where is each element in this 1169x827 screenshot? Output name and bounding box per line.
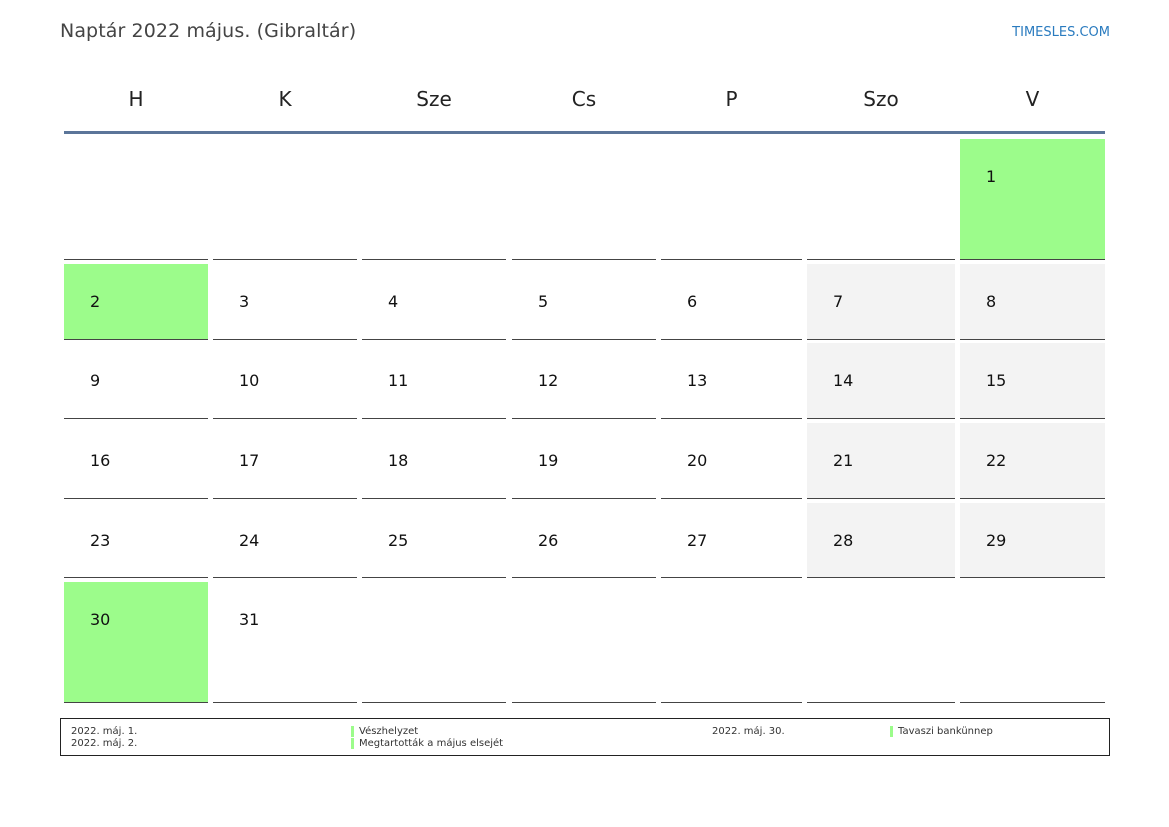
header-divider: [64, 131, 1105, 134]
day-cell[interactable]: 4: [362, 264, 506, 340]
weekday-label: P: [725, 87, 738, 111]
day-number: 14: [833, 371, 854, 390]
day-cell[interactable]: 18: [362, 423, 506, 499]
empty-day-cell: [512, 139, 656, 260]
day-number: 4: [388, 292, 399, 311]
empty-day-cell: [807, 139, 955, 260]
day-number: 26: [538, 531, 559, 550]
day-cell[interactable]: 6: [661, 264, 802, 340]
day-cell[interactable]: 11: [362, 343, 506, 419]
legend-date: 2022. máj. 30.: [712, 726, 785, 737]
weekday-label: Sze: [416, 87, 452, 111]
weekday-label: V: [1025, 87, 1040, 111]
day-number: 8: [986, 292, 997, 311]
day-cell[interactable]: 8: [960, 264, 1105, 340]
weekday-label: Szo: [863, 87, 899, 111]
day-number: 11: [388, 371, 409, 390]
day-number: 15: [986, 371, 1007, 390]
day-number: 13: [687, 371, 708, 390]
empty-day-cell: [362, 582, 506, 703]
day-cell[interactable]: 19: [512, 423, 656, 499]
day-number: 24: [239, 531, 260, 550]
day-cell[interactable]: 12: [512, 343, 656, 419]
day-number: 7: [833, 292, 844, 311]
day-cell[interactable]: 10: [213, 343, 357, 419]
legend-holiday-name: Vészhelyzet: [359, 726, 419, 737]
day-cell[interactable]: 26: [512, 503, 656, 578]
day-cell[interactable]: 29: [960, 503, 1105, 578]
day-cell[interactable]: 24: [213, 503, 357, 578]
day-number: 2: [90, 292, 101, 311]
day-number: 29: [986, 531, 1007, 550]
day-cell[interactable]: 9: [64, 343, 208, 419]
day-number: 6: [687, 292, 698, 311]
day-number: 9: [90, 371, 101, 390]
day-number: 23: [90, 531, 111, 550]
day-cell[interactable]: 16: [64, 423, 208, 499]
legend-holiday-name: Tavaszi bankünnep: [898, 726, 993, 737]
day-cell[interactable]: 21: [807, 423, 955, 499]
day-cell[interactable]: 20: [661, 423, 802, 499]
day-cell[interactable]: 2: [64, 264, 208, 340]
brand-link[interactable]: TIMESLES.COM: [1012, 25, 1110, 40]
day-cell[interactable]: 14: [807, 343, 955, 419]
empty-day-cell: [213, 139, 357, 260]
legend-color-swatch: [351, 738, 354, 749]
empty-day-cell: [960, 582, 1105, 703]
empty-day-cell: [661, 582, 802, 703]
holiday-legend: 2022. máj. 1. 2022. máj. 2. Vészhelyzet …: [60, 718, 1110, 756]
day-number: 25: [388, 531, 409, 550]
day-cell[interactable]: 28: [807, 503, 955, 578]
day-number: 19: [538, 451, 559, 470]
day-cell[interactable]: 17: [213, 423, 357, 499]
day-number: 28: [833, 531, 854, 550]
legend-date: 2022. máj. 2.: [71, 738, 138, 749]
day-number: 16: [90, 451, 111, 470]
day-number: 21: [833, 451, 854, 470]
day-cell[interactable]: 1: [960, 139, 1105, 260]
empty-day-cell: [64, 139, 208, 260]
legend-date: 2022. máj. 1.: [71, 726, 138, 737]
day-number: 1: [986, 167, 997, 186]
day-number: 31: [239, 610, 260, 629]
day-cell[interactable]: 31: [213, 582, 357, 703]
day-cell[interactable]: 5: [512, 264, 656, 340]
day-number: 5: [538, 292, 549, 311]
day-cell[interactable]: 15: [960, 343, 1105, 419]
weekday-label: H: [128, 87, 144, 111]
day-cell[interactable]: 27: [661, 503, 802, 578]
day-cell[interactable]: 23: [64, 503, 208, 578]
legend-color-swatch: [351, 726, 354, 737]
empty-day-cell: [362, 139, 506, 260]
day-cell[interactable]: 13: [661, 343, 802, 419]
day-cell[interactable]: 25: [362, 503, 506, 578]
day-cell[interactable]: 30: [64, 582, 208, 703]
day-number: 12: [538, 371, 559, 390]
day-number: 30: [90, 610, 111, 629]
day-number: 22: [986, 451, 1007, 470]
empty-day-cell: [807, 582, 955, 703]
page-title: Naptár 2022 május. (Gibraltár): [60, 20, 357, 42]
legend-color-swatch: [890, 726, 893, 737]
weekday-label: K: [278, 87, 292, 111]
weekday-header: H K Sze Cs P Szo V: [64, 82, 1105, 132]
day-number: 18: [388, 451, 409, 470]
day-number: 17: [239, 451, 260, 470]
day-cell[interactable]: 7: [807, 264, 955, 340]
day-number: 27: [687, 531, 708, 550]
day-number: 10: [239, 371, 260, 390]
empty-day-cell: [512, 582, 656, 703]
legend-holiday-name: Megtartották a május elsejét: [359, 738, 504, 749]
weekday-label: Cs: [571, 87, 597, 111]
empty-day-cell: [661, 139, 802, 260]
day-number: 3: [239, 292, 250, 311]
day-number: 20: [687, 451, 708, 470]
day-cell[interactable]: 22: [960, 423, 1105, 499]
day-cell[interactable]: 3: [213, 264, 357, 340]
